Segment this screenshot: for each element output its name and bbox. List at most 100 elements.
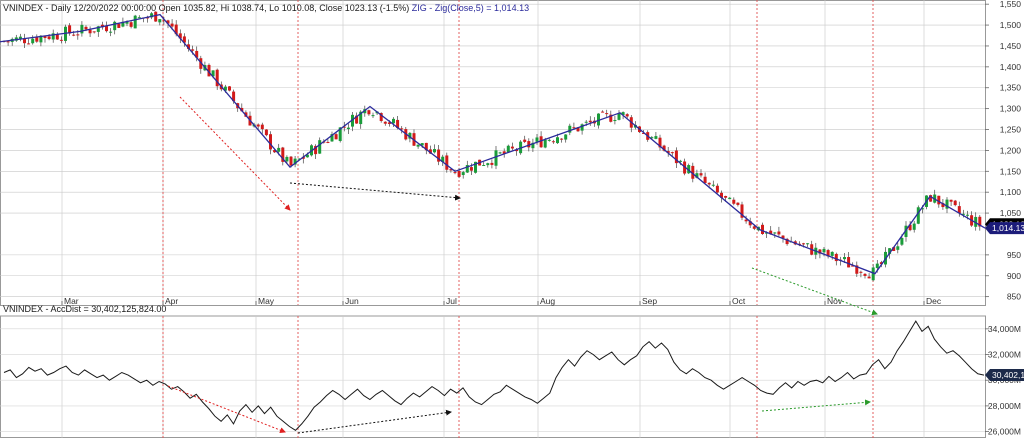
candle-down [166, 20, 170, 24]
candle-down [510, 146, 514, 149]
candle-down [240, 107, 244, 112]
zig-value-badge: 1,014.13 [992, 223, 1024, 233]
candle-down [387, 122, 391, 124]
candle-down [761, 224, 764, 234]
accdist-divider-lines [162, 316, 874, 438]
candle-up [531, 142, 535, 149]
candle-down [424, 142, 428, 151]
candle-down [740, 204, 744, 218]
candle-down [146, 17, 149, 19]
candle-down [27, 43, 31, 45]
candle-down [847, 257, 851, 268]
candle-up [916, 207, 920, 224]
candle-down [851, 265, 855, 267]
candle-down [527, 141, 531, 148]
candle-down [609, 114, 613, 122]
candle-down [736, 202, 740, 205]
candle-up [621, 112, 625, 115]
candle-down [699, 173, 703, 176]
candle-down [941, 203, 945, 208]
price-grid [0, 0, 986, 306]
candle-down [748, 221, 752, 226]
candle-down [117, 23, 121, 28]
candle-down [182, 36, 186, 43]
accdist-divergence-arrows [167, 385, 871, 434]
candle-up [687, 165, 691, 174]
candle-down [785, 238, 789, 245]
candle-up [338, 127, 342, 141]
candle-up [346, 127, 350, 130]
candle-down [314, 145, 318, 155]
candle-down [187, 44, 190, 49]
candle-down [855, 265, 859, 274]
candle-down [605, 113, 609, 115]
candle-down [670, 152, 674, 154]
candle-down [601, 111, 605, 113]
price-tick-label: 900 [1007, 271, 1021, 281]
candle-down [715, 185, 719, 193]
candle-down [72, 34, 76, 36]
candle-up [211, 70, 215, 77]
candle-up [871, 267, 875, 281]
candle-up [441, 156, 445, 162]
candle-down [691, 165, 695, 179]
candle-down [256, 124, 260, 127]
candle-down [588, 120, 592, 123]
candle-up [765, 232, 769, 234]
candle-up [96, 26, 100, 32]
candle-up [535, 137, 539, 142]
candle-down [129, 22, 133, 27]
candle-down [68, 25, 72, 34]
candle-up [904, 225, 908, 237]
accdist-divergence-arrow [761, 399, 871, 412]
candle-down [178, 33, 182, 39]
candle-up [613, 120, 617, 122]
candle-down [379, 113, 383, 122]
zig-value-badge-shape [985, 222, 1024, 235]
candle-up [420, 143, 424, 146]
candle-down [744, 219, 748, 222]
zigzag-line [0, 13, 986, 275]
candle-down [55, 34, 59, 40]
candle-up [728, 197, 732, 200]
candle-down [892, 247, 896, 251]
accdist-header: VNINDEX - AccDist = 30,402,125,824.00 [3, 304, 166, 314]
accdist-tick-label: 32,000M [988, 350, 1021, 360]
candle-up [80, 24, 84, 34]
candle-down [457, 171, 461, 177]
candle-down [937, 195, 941, 205]
candle-up [617, 113, 621, 120]
month-label: Jun [345, 296, 359, 306]
candle-down [273, 150, 277, 153]
candle-up [556, 137, 559, 144]
candle-up [974, 216, 978, 227]
candle-down [88, 29, 92, 34]
candle-down [834, 253, 838, 262]
price-tick-label: 950 [1007, 250, 1021, 260]
candle-up [18, 36, 22, 39]
candle-down [908, 224, 912, 231]
price-tick-label: 1,400 [1000, 62, 1022, 72]
candle-down [674, 150, 678, 164]
price-tick-label: 1,050 [1000, 208, 1022, 218]
candle-up [843, 257, 846, 260]
candle-up [888, 248, 892, 254]
candle-up [875, 263, 879, 269]
candle-up [285, 156, 289, 162]
accdist-divergence-arrow [297, 409, 452, 434]
divergence-arrows [179, 96, 878, 316]
accdist-grid [0, 315, 986, 438]
candle-down [6, 41, 10, 43]
divergence-arrow [289, 182, 461, 201]
candle-up [945, 199, 949, 209]
candle-up [113, 21, 117, 31]
candle-down [449, 169, 453, 171]
candle-up [830, 251, 834, 256]
candle-down [199, 58, 203, 69]
candle-down [269, 134, 272, 150]
candle-down [367, 110, 371, 115]
candle-up [305, 154, 309, 158]
candle-up [223, 86, 227, 91]
